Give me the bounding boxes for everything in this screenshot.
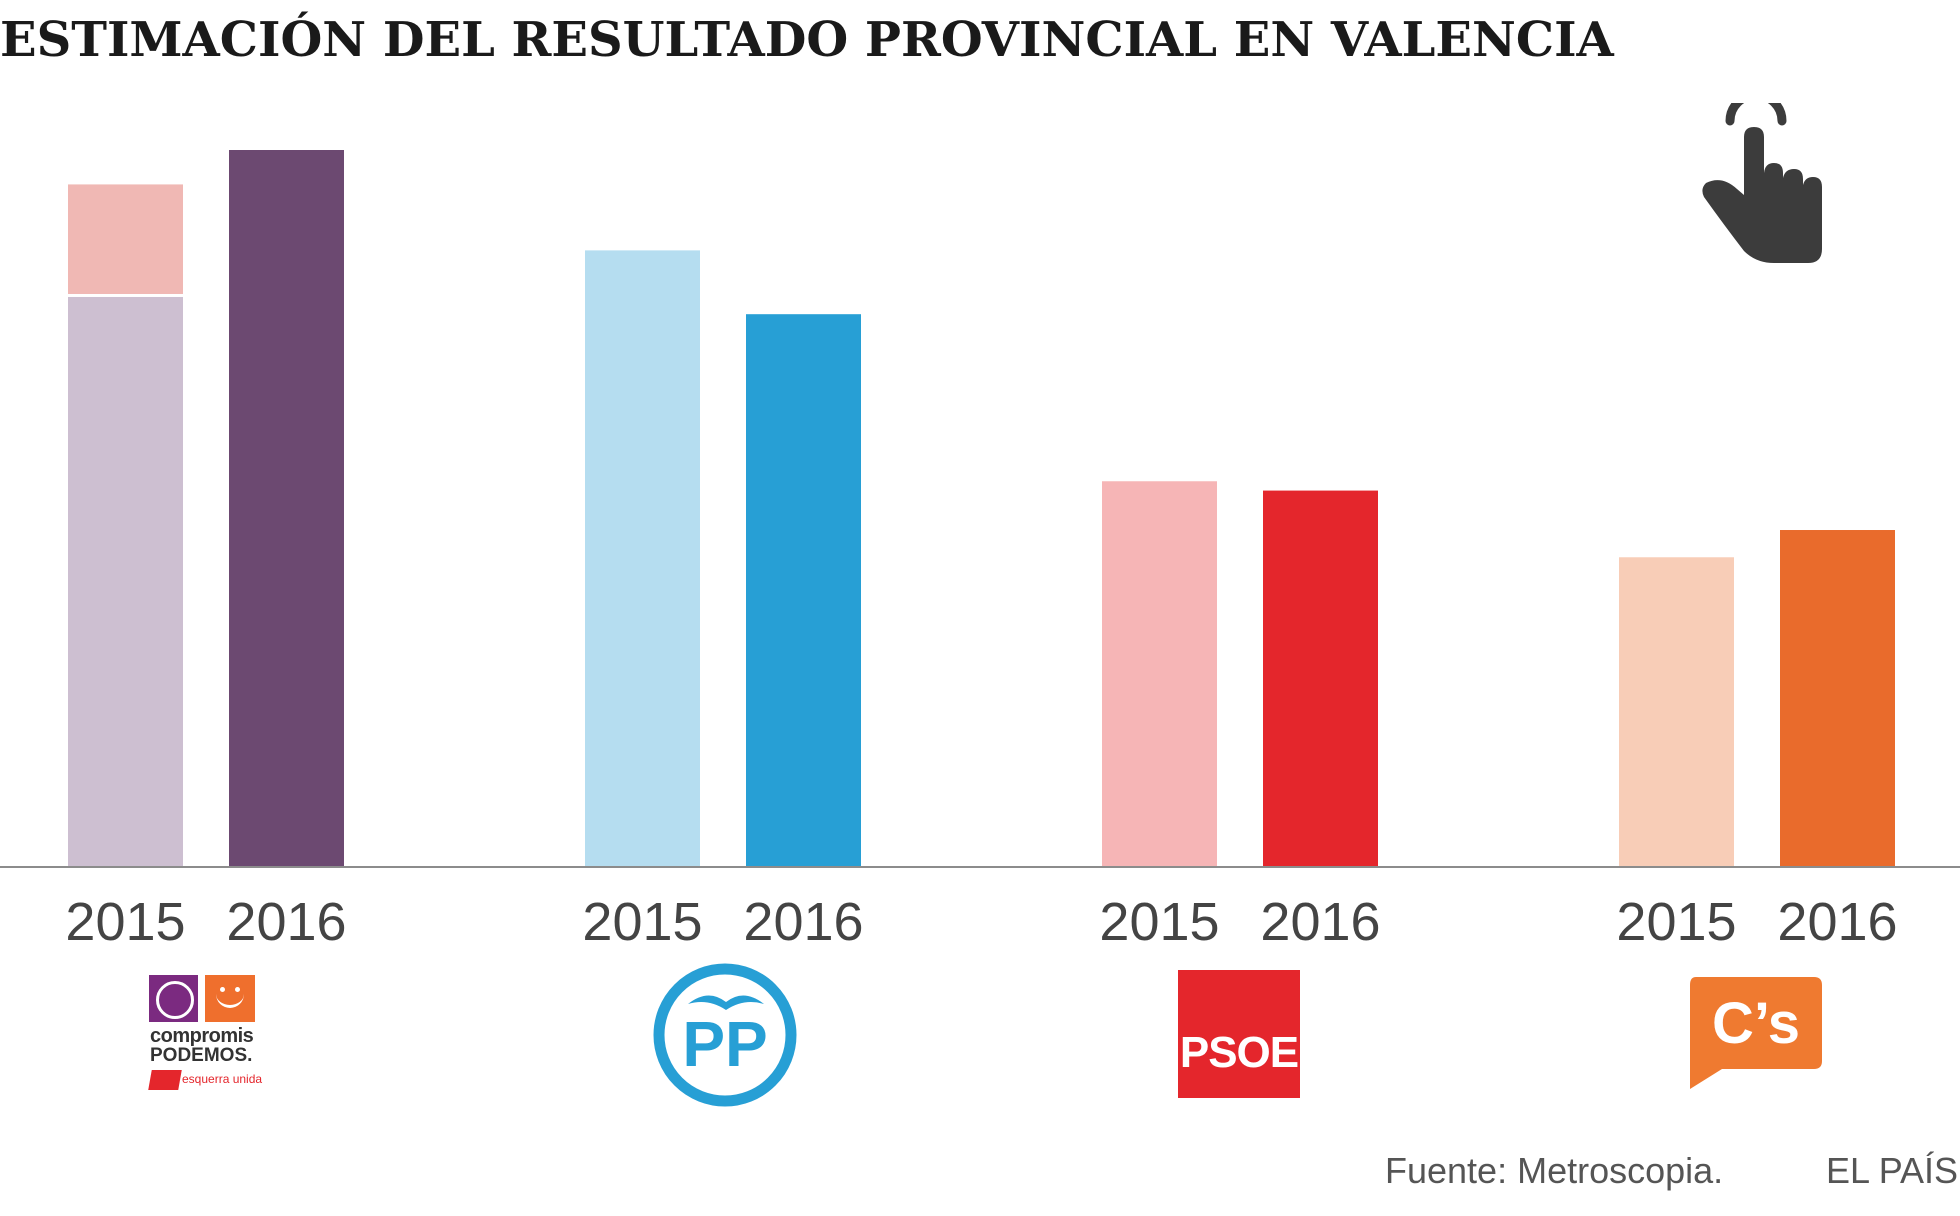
bar-unidos-2015-lower (68, 296, 183, 867)
x-tick-pp-2015: 2015 (582, 892, 702, 952)
cs-logo: C’s (1690, 977, 1822, 1089)
bar-unidos-2015-upper (68, 184, 183, 294)
eu-mark-icon (148, 1070, 182, 1090)
x-tick-cs-2016: 2016 (1777, 892, 1897, 952)
logo-eu-text: esquerra unida (182, 1072, 263, 1086)
bar-psoe-2016 (1263, 490, 1378, 867)
bar-pp-2015 (585, 250, 700, 867)
x-tick-psoe-2016: 2016 (1260, 892, 1380, 952)
compromis-smile-icon (205, 975, 255, 1022)
x-tick-pp-2016: 2016 (743, 892, 863, 952)
source-note: Fuente: Metroscopia. (1385, 1150, 1724, 1191)
bar-cs-2016 (1780, 530, 1895, 867)
chart-title: ESTIMACIÓN DEL RESULTADO PROVINCIAL EN V… (0, 12, 1614, 68)
x-tick-unidos-2015: 2015 (65, 892, 185, 952)
pp-logo: PP (653, 963, 797, 1107)
x-tick-cs-2015: 2015 (1616, 892, 1736, 952)
bar-unidos-2016 (229, 150, 344, 867)
x-tick-unidos-2016: 2016 (226, 892, 346, 952)
x-tick-psoe-2015: 2015 (1099, 892, 1219, 952)
unidos-logo: compromis PODEMOS. esquerra unida (148, 975, 268, 1093)
bar-cs-2015 (1619, 557, 1734, 867)
brand-credit: EL PAÍS (1826, 1150, 1959, 1191)
pp-seagull-icon (688, 995, 764, 1010)
hand-pointer-icon[interactable] (1670, 103, 1830, 268)
bars-layer (68, 150, 1895, 867)
x-tick-labels: 2015 2016 2015 2016 2015 2016 2015 2016 (65, 892, 1897, 952)
bar-psoe-2015 (1102, 481, 1217, 867)
bar-pp-2016 (746, 314, 861, 867)
logo-podemos-text: PODEMOS. (150, 1045, 253, 1066)
cs-logo-text: C’s (1712, 991, 1800, 1056)
podemos-circle-icon (149, 975, 198, 1022)
psoe-logo-text: PSOE (1179, 1028, 1299, 1077)
psoe-logo: PSOE (1178, 970, 1300, 1098)
pp-logo-text: PP (682, 1008, 767, 1080)
logo-compromis-text: compromis (150, 1025, 254, 1047)
